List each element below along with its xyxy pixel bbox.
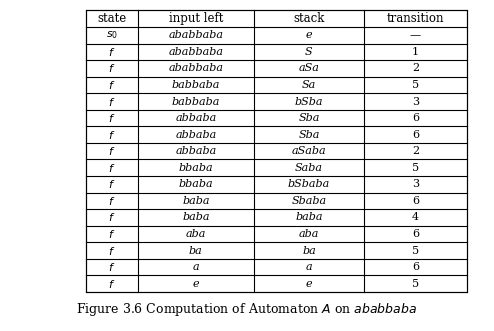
Text: stack: stack <box>293 12 325 25</box>
Text: $f$: $f$ <box>109 79 116 91</box>
Text: $f$: $f$ <box>109 178 116 190</box>
Text: $f$: $f$ <box>109 228 116 240</box>
Text: $f$: $f$ <box>109 145 116 157</box>
Text: $f$: $f$ <box>109 212 116 223</box>
Text: $f$: $f$ <box>109 261 116 273</box>
Text: Figure 3.6 Computation of Automaton $\mathit{A}$ on $\mathit{ababbaba}$: Figure 3.6 Computation of Automaton $\ma… <box>77 301 417 318</box>
Text: aba: aba <box>186 229 206 239</box>
Text: bbaba: bbaba <box>178 179 213 189</box>
Text: aba: aba <box>299 229 319 239</box>
Text: 4: 4 <box>412 213 419 222</box>
Text: $f$: $f$ <box>109 62 116 74</box>
Text: abbaba: abbaba <box>175 113 216 123</box>
Text: $f$: $f$ <box>109 112 116 124</box>
Bar <box>86 11 467 292</box>
Text: Sba: Sba <box>298 113 320 123</box>
Text: Sbaba: Sbaba <box>291 196 327 206</box>
Text: ababbaba: ababbaba <box>168 30 223 40</box>
Text: $f$: $f$ <box>109 162 116 174</box>
Text: 2: 2 <box>412 63 419 73</box>
Text: $f$: $f$ <box>109 129 116 141</box>
Text: $s_0$: $s_0$ <box>106 29 118 41</box>
Text: e: e <box>306 30 312 40</box>
Text: ababbaba: ababbaba <box>168 47 223 57</box>
Text: aSa: aSa <box>298 63 320 73</box>
Text: S: S <box>305 47 313 57</box>
Text: $f$: $f$ <box>109 195 116 207</box>
Text: 3: 3 <box>412 179 419 189</box>
Text: baba: baba <box>182 213 209 222</box>
Text: a: a <box>193 262 199 272</box>
Text: baba: baba <box>295 213 323 222</box>
Text: 6: 6 <box>412 130 419 140</box>
Text: $f$: $f$ <box>109 96 116 108</box>
Text: 6: 6 <box>412 262 419 272</box>
Text: babbaba: babbaba <box>171 80 220 90</box>
Text: babbaba: babbaba <box>171 97 220 107</box>
Text: 6: 6 <box>412 113 419 123</box>
Text: input left: input left <box>168 12 223 25</box>
Text: ababbaba: ababbaba <box>168 63 223 73</box>
Text: ba: ba <box>302 246 316 256</box>
Text: 5: 5 <box>412 163 419 173</box>
Text: —: — <box>410 30 421 40</box>
Text: 6: 6 <box>412 196 419 206</box>
Text: 2: 2 <box>412 146 419 156</box>
Text: 5: 5 <box>412 279 419 289</box>
Text: Saba: Saba <box>295 163 323 173</box>
Text: 1: 1 <box>412 47 419 57</box>
Text: 5: 5 <box>412 246 419 256</box>
Text: aSaba: aSaba <box>291 146 326 156</box>
Text: bSba: bSba <box>295 97 323 107</box>
Text: e: e <box>193 279 199 289</box>
Text: abbaba: abbaba <box>175 146 216 156</box>
Text: a: a <box>306 262 312 272</box>
Text: transition: transition <box>387 12 444 25</box>
Text: ba: ba <box>189 246 203 256</box>
Text: $f$: $f$ <box>109 278 116 290</box>
Text: abbaba: abbaba <box>175 130 216 140</box>
Text: Sa: Sa <box>302 80 316 90</box>
Text: 3: 3 <box>412 97 419 107</box>
Text: Sba: Sba <box>298 130 320 140</box>
Text: 6: 6 <box>412 229 419 239</box>
Text: 5: 5 <box>412 80 419 90</box>
Text: baba: baba <box>182 196 209 206</box>
Text: bSbaba: bSbaba <box>288 179 330 189</box>
Text: $f$: $f$ <box>109 46 116 58</box>
Text: $f$: $f$ <box>109 245 116 257</box>
Text: e: e <box>306 279 312 289</box>
Text: state: state <box>97 12 127 25</box>
Text: bbaba: bbaba <box>178 163 213 173</box>
